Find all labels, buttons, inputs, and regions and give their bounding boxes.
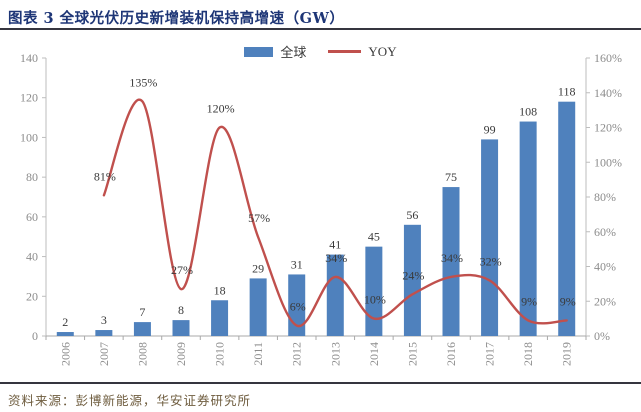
- yoy-point-label: 6%: [290, 300, 306, 314]
- bar-value-label: 41: [329, 238, 341, 252]
- bar-2016: [442, 187, 460, 336]
- bar-2013: [326, 254, 344, 336]
- year-label: 2009: [174, 342, 188, 366]
- chart-canvas: 0 20 40 60 80 100 120 140 0% 20% 40% 60% 80% 100% 120%…: [20, 51, 622, 366]
- right-tick-label: 120%: [594, 121, 622, 135]
- right-tick-label: 80%: [594, 190, 616, 204]
- right-tick-label: 100%: [594, 155, 622, 169]
- bar-2019: [558, 101, 576, 336]
- yoy-point-label: 34%: [441, 251, 463, 265]
- year-label: 2014: [367, 342, 381, 366]
- year-label: 2019: [560, 342, 574, 366]
- bar-value-label: 2: [62, 315, 68, 329]
- year-label: 2017: [483, 342, 497, 366]
- bar-value-label: 108: [519, 105, 537, 119]
- bar-value-label: 3: [101, 313, 107, 327]
- right-tick-label: 60%: [594, 225, 616, 239]
- right-tick-label: 0%: [594, 329, 610, 343]
- yoy-point-label: 9%: [560, 294, 576, 308]
- title-divider: [0, 28, 641, 30]
- chart-footer: 资料来源：彭博新能源，华安证券研究所: [0, 384, 641, 410]
- bar-value-label: 99: [484, 122, 496, 136]
- year-label: 2016: [444, 342, 458, 366]
- bar-2009: [172, 320, 190, 336]
- left-tick-label: 0: [32, 329, 38, 343]
- yoy-point-label: 120%: [207, 102, 235, 116]
- bar-2007: [95, 330, 113, 336]
- bar-2008: [133, 322, 151, 336]
- yoy-point-label: 24%: [402, 268, 424, 282]
- bar-2015: [403, 224, 421, 336]
- bar-2010: [211, 300, 229, 336]
- year-label: 2011: [251, 342, 265, 366]
- right-tick-label: 20%: [594, 294, 616, 308]
- year-label: 2007: [97, 342, 111, 366]
- year-label: 2015: [405, 342, 419, 366]
- year-label: 2013: [328, 342, 342, 366]
- left-tick-label: 100: [20, 130, 38, 144]
- year-label: 2012: [290, 342, 304, 366]
- yoy-line: [102, 98, 568, 328]
- year-label: 2018: [521, 342, 535, 366]
- footer-divider: [0, 382, 641, 384]
- chart-area: 0 20 40 60 80 100 120 140 0% 20% 40% 60% 80% 100% 120%…: [0, 30, 641, 382]
- bar-value-label: 7: [139, 305, 145, 319]
- bar-value-label: 75: [445, 170, 457, 184]
- left-tick-label: 40: [26, 250, 38, 264]
- right-tick-label: 40%: [594, 260, 616, 274]
- bar-value-label: 8: [178, 303, 184, 317]
- bar-value-label: 56: [406, 208, 418, 222]
- yoy-point-label: 57%: [248, 211, 270, 225]
- left-tick-label: 60: [26, 210, 38, 224]
- right-tick-label: 160%: [594, 51, 622, 65]
- year-label: 2010: [213, 342, 227, 366]
- bar-2011: [249, 278, 267, 336]
- bar-2017: [481, 139, 499, 336]
- left-tick-label: 20: [26, 289, 38, 303]
- year-label: 2006: [58, 342, 72, 366]
- right-tick-label: 140%: [594, 86, 622, 100]
- bar-2014: [365, 246, 383, 336]
- yoy-point-label: 32%: [480, 254, 502, 268]
- bar-2018: [519, 121, 537, 337]
- yoy-point-label: 27%: [171, 263, 193, 277]
- source-note: 资料来源：彭博新能源，华安证券研究所: [8, 394, 252, 408]
- bar-value-label: 118: [558, 85, 576, 99]
- bar-2006: [56, 332, 74, 336]
- yoy-point-label: 10%: [364, 293, 386, 307]
- bar-value-label: 18: [214, 283, 226, 297]
- bar-value-label: 45: [368, 230, 380, 244]
- yoy-point-label: 9%: [521, 294, 537, 308]
- left-tick-label: 120: [20, 91, 38, 105]
- yoy-point-label: 135%: [129, 75, 157, 89]
- left-tick-label: 80: [26, 170, 38, 184]
- bar-value-label: 29: [252, 261, 264, 275]
- yoy-point-label: 34%: [325, 251, 347, 265]
- left-tick-label: 140: [20, 51, 38, 65]
- yoy-point-label: 81%: [94, 169, 116, 183]
- chart-header: 图表 3 全球光伏历史新增装机保持高增速（GW）: [0, 0, 641, 28]
- bar-value-label: 31: [291, 257, 303, 271]
- chart-title: 图表 3 全球光伏历史新增装机保持高增速（GW）: [8, 10, 345, 27]
- year-label: 2008: [135, 342, 149, 366]
